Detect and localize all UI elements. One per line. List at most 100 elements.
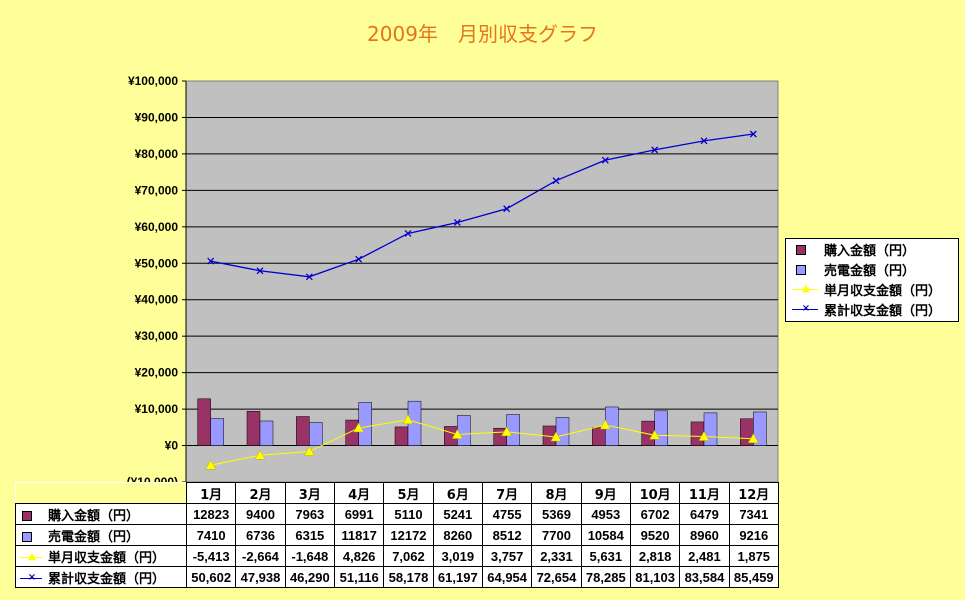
data-label: 6991 <box>333 503 385 525</box>
data-label: 7410 <box>185 524 237 546</box>
data-label: 6702 <box>629 503 681 525</box>
x-tick-label: 2月 <box>235 482 286 504</box>
legend-item: ▲ 単月収支金額（円） <box>786 280 958 299</box>
legend-key <box>20 509 44 523</box>
legend-key <box>792 263 820 277</box>
data-label: 5369 <box>531 503 582 525</box>
y-tick-label: ¥90,000 <box>135 110 179 124</box>
bar-purchase <box>246 411 261 446</box>
bar-purchase <box>296 416 310 446</box>
data-label: 4755 <box>481 503 533 525</box>
legend-key: ▲ <box>792 283 820 297</box>
point-marker <box>402 414 414 425</box>
data-label: 4,826 <box>333 545 385 567</box>
point-marker <box>503 205 511 213</box>
legend-item: 売電金額（円） <box>786 260 958 279</box>
bar-sale <box>555 417 570 446</box>
row-header: ▲ 単月収支金額（円） <box>15 545 187 567</box>
point-marker <box>649 429 661 440</box>
data-label: 83,584 <box>679 566 730 588</box>
y-tick-label: ¥40,000 <box>135 293 179 307</box>
data-label: 12172 <box>383 524 434 546</box>
y-tick-label: ¥50,000 <box>135 256 179 270</box>
data-label: 2,818 <box>629 545 681 567</box>
x-tick-label: 6月 <box>432 482 483 504</box>
data-label: 5241 <box>432 503 483 525</box>
data-label: 9520 <box>629 524 681 546</box>
point-marker <box>404 230 412 237</box>
y-tick-label: ¥30,000 <box>135 329 179 343</box>
legend-label: 購入金額（円） <box>824 244 916 259</box>
legend-label: 累計収支金額（円） <box>824 304 942 319</box>
data-label: 11817 <box>333 524 385 546</box>
y-tick-label: ¥0 <box>165 439 179 453</box>
data-label: 81,103 <box>629 566 681 588</box>
data-label: 7,062 <box>383 545 434 567</box>
row-header: 売電金額（円） <box>15 524 187 546</box>
y-tick-label: ¥60,000 <box>135 220 179 234</box>
data-label: 5110 <box>383 503 434 525</box>
data-label: 2,331 <box>531 545 582 567</box>
series-label: 売電金額（円） <box>48 529 140 545</box>
series-line <box>210 133 754 278</box>
data-label: 46,290 <box>284 566 335 588</box>
data-label: 72,654 <box>531 566 582 588</box>
data-label: 7700 <box>531 524 582 546</box>
point-marker <box>353 422 365 433</box>
point-marker <box>599 419 611 430</box>
legend-label: 売電金額（円） <box>824 264 916 279</box>
x-tick-label: 4月 <box>333 482 385 504</box>
data-label: 50,602 <box>185 566 237 588</box>
y-tick-label: ¥10,000 <box>135 402 179 416</box>
point-marker <box>453 218 461 226</box>
data-label: 61,197 <box>432 566 483 588</box>
point-marker <box>501 426 513 437</box>
point-marker <box>254 449 266 460</box>
y-tick-label: ¥100,000 <box>128 74 178 88</box>
data-label: -5,413 <box>185 545 237 567</box>
legend-key <box>792 243 820 257</box>
data-label: 12823 <box>185 503 237 525</box>
data-table: 1月 2月 3月 4月 5月 6月 7月 8月 9月 10月 11月 12月 購入金額（円） 12823 9… <box>15 482 779 588</box>
data-label: 3,019 <box>432 545 483 567</box>
point-marker <box>205 459 217 470</box>
bar-purchase <box>592 427 606 446</box>
bar-sale <box>654 410 668 446</box>
table-row: 売電金額（円） 7410 6736 6315 11817 12172 8260 8512 770… <box>15 524 779 546</box>
data-label: 7341 <box>728 503 779 525</box>
point-marker <box>698 430 710 441</box>
row-header: × 累計収支金額（円） <box>15 566 187 588</box>
legend-item: × 累計収支金額（円） <box>786 300 958 319</box>
data-label: 4953 <box>580 503 631 525</box>
data-label: 8512 <box>481 524 533 546</box>
x-tick-label: 11月 <box>679 482 730 504</box>
legend-key <box>20 530 44 544</box>
data-label: 8260 <box>432 524 483 546</box>
bar-sale <box>457 415 471 446</box>
data-label: 6315 <box>284 524 335 546</box>
x-tick-label: 10月 <box>629 482 681 504</box>
legend-label: 単月収支金額（円） <box>824 284 942 299</box>
data-label: 58,178 <box>383 566 434 588</box>
x-tick-label: 7月 <box>481 482 533 504</box>
chart-title: 2009年 月別収支グラフ <box>367 22 598 46</box>
legend-key: × <box>20 572 44 586</box>
point-marker <box>651 146 659 154</box>
data-label: 6479 <box>679 503 730 525</box>
bar-sale <box>210 418 224 446</box>
x-tick-label: 12月 <box>728 482 779 504</box>
bar-purchase <box>197 398 211 446</box>
x-tick-label: 3月 <box>284 482 335 504</box>
point-marker <box>749 130 757 138</box>
x-tick-label: 1月 <box>185 482 237 504</box>
bar-sale <box>358 402 372 446</box>
plot-area <box>185 80 779 483</box>
series-label: 累計収支金額（円） <box>48 571 166 587</box>
data-label: 9400 <box>235 503 286 525</box>
data-label: 78,285 <box>580 566 631 588</box>
data-label: 2,481 <box>679 545 730 567</box>
x-tick-label: 9月 <box>580 482 631 504</box>
point-marker <box>601 156 609 164</box>
y-tick-label: ¥20,000 <box>135 366 179 380</box>
data-label: 5,631 <box>580 545 631 567</box>
